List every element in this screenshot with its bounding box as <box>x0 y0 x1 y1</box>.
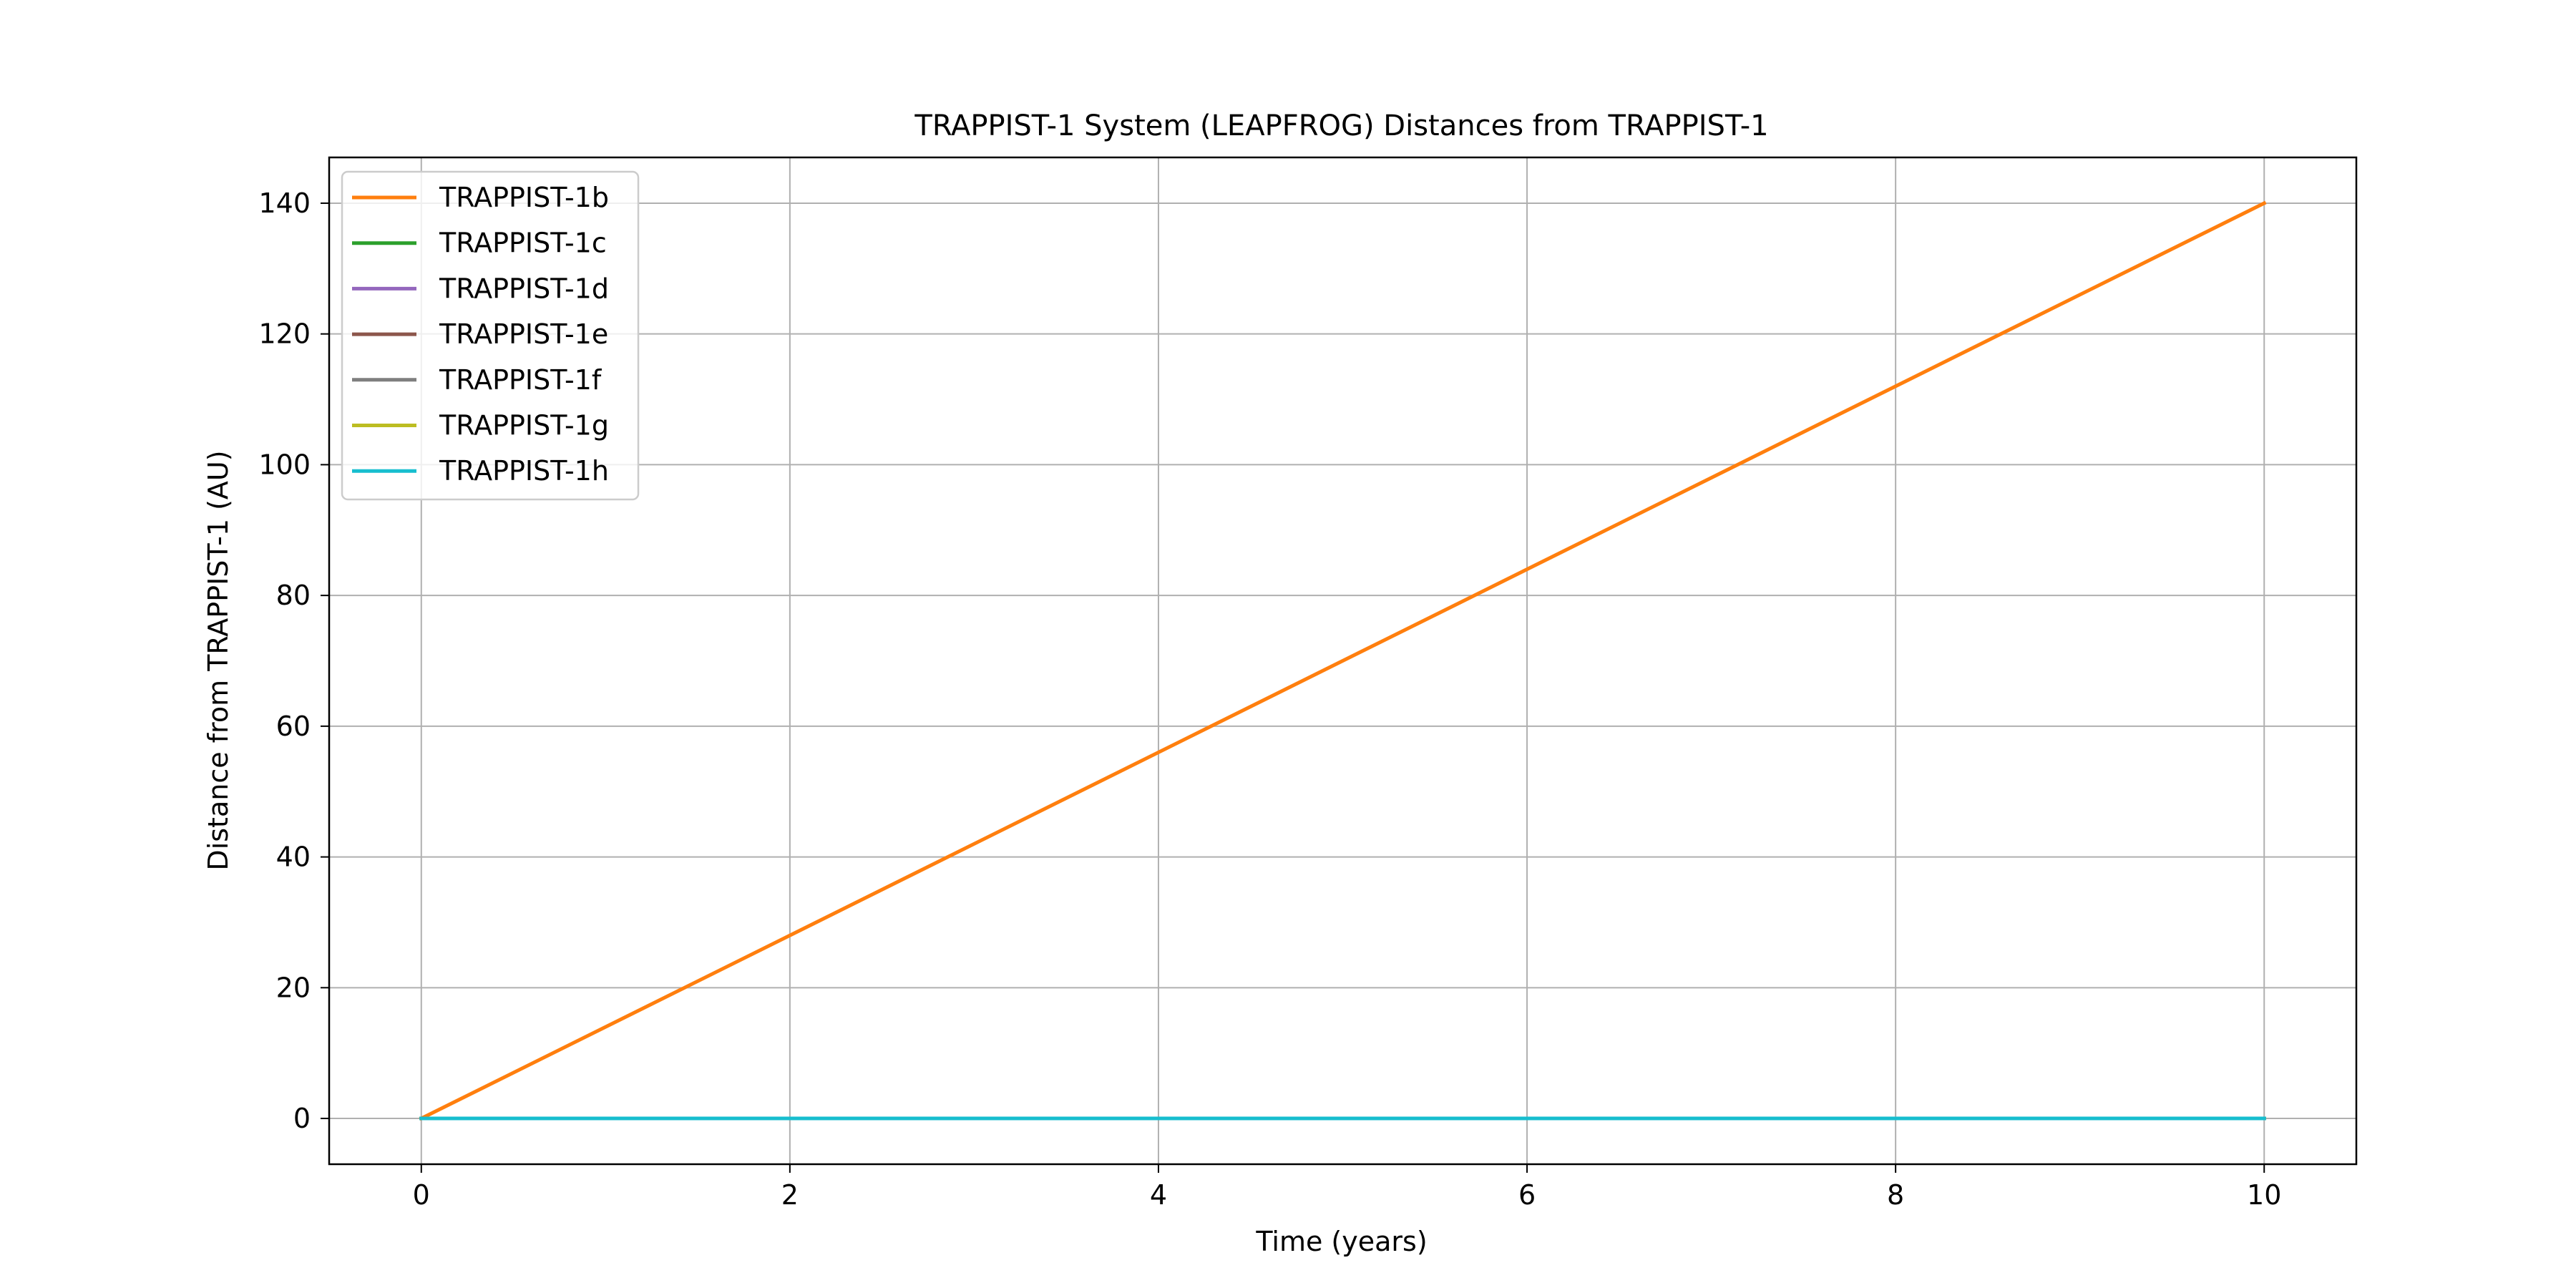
y-axis-ticks: 0 20 40 60 80 100 120 140 <box>258 187 329 1134</box>
y-tick-label: 20 <box>276 972 311 1003</box>
y-tick-label: 120 <box>258 318 311 350</box>
x-axis-label: Time (years) <box>1255 1226 1427 1257</box>
y-tick-label: 40 <box>276 841 311 873</box>
legend-frame <box>341 170 640 501</box>
axes-frame <box>328 156 2358 1166</box>
y-tick-label: 60 <box>276 711 311 742</box>
y-tick-label: 80 <box>276 580 311 611</box>
legend: TRAPPIST-1b TRAPPIST-1c TRAPPIST-1d TRAPPIS… <box>341 170 640 501</box>
legend-label: TRAPPIST-1e <box>439 318 608 350</box>
y-tick-label: 100 <box>258 449 311 480</box>
legend-label: TRAPPIST-1c <box>439 228 607 259</box>
y-tick-label: 0 <box>293 1103 311 1134</box>
series-line-trappist-1b <box>419 200 2267 1121</box>
legend-label: TRAPPIST-1f <box>439 364 602 396</box>
legend-label: TRAPPIST-1g <box>439 410 609 441</box>
x-tick-label: 2 <box>781 1179 799 1211</box>
x-tick-label: 10 <box>2247 1179 2281 1211</box>
x-tick-label: 6 <box>1518 1179 1536 1211</box>
x-tick-label: 4 <box>1150 1179 1167 1211</box>
y-axis-label: Distance from TRAPPIST-1 (AU) <box>203 450 234 870</box>
plot-series <box>419 200 2267 1121</box>
x-tick-label: 0 <box>413 1179 430 1211</box>
x-axis-ticks: 0 2 4 6 8 10 <box>413 1164 2281 1211</box>
legend-entries: TRAPPIST-1b TRAPPIST-1c TRAPPIST-1d TRAPPIS… <box>352 182 609 487</box>
x-tick-label: 8 <box>1887 1179 1904 1211</box>
legend-label: TRAPPIST-1h <box>439 455 609 487</box>
y-tick-label: 140 <box>258 187 311 219</box>
legend-label: TRAPPIST-1d <box>439 273 609 304</box>
legend-label: TRAPPIST-1b <box>439 182 609 213</box>
chart-title: TRAPPIST-1 System (LEAPFROG) Distances f… <box>914 109 1768 142</box>
